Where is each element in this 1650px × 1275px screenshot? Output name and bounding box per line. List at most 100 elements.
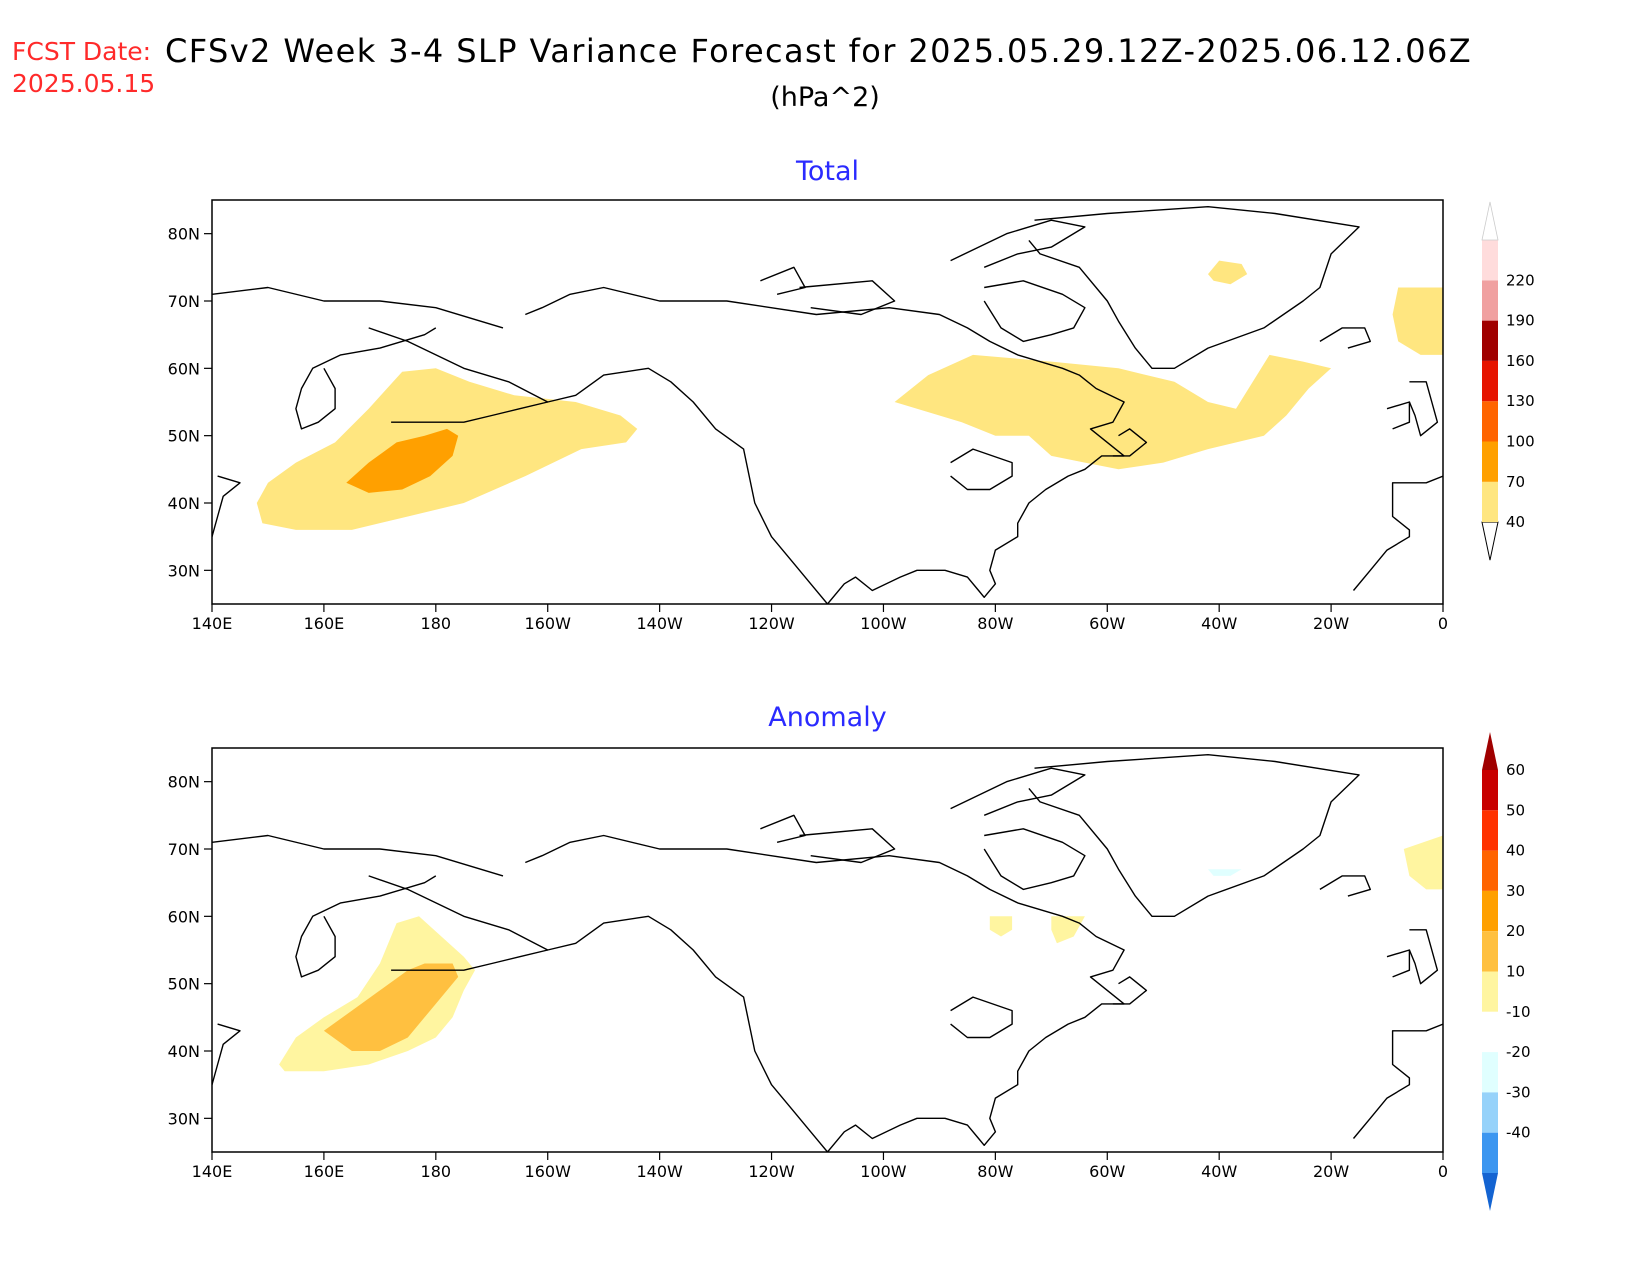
shaded-region-greenland-negative bbox=[1208, 869, 1242, 876]
shaded-region-north-pacific-70-100 bbox=[346, 428, 459, 493]
coastline-north-america bbox=[368, 286, 1125, 604]
coastline-ellesmere-island bbox=[950, 219, 1086, 268]
lon-tick-label: 160W bbox=[525, 1162, 572, 1181]
lon-tick-label: 140W bbox=[636, 614, 683, 633]
lon-tick-label: 60W bbox=[1089, 1162, 1125, 1181]
lat-tick-label: 80N bbox=[168, 225, 200, 244]
colorbar-box bbox=[1482, 240, 1498, 281]
colorbar-box bbox=[1482, 1092, 1498, 1133]
colorbar-label: 40 bbox=[1506, 842, 1525, 860]
colorbar-bottom-arrow bbox=[1482, 1173, 1498, 1211]
coastline-british-isles bbox=[1408, 929, 1439, 985]
shaded-region-hudson-bay-10-20 bbox=[989, 916, 1013, 937]
colorbar-box bbox=[1482, 360, 1498, 402]
coastline-banks-island bbox=[760, 814, 806, 843]
coastline-baffin-island bbox=[983, 828, 1086, 891]
shaded-region-north-pacific-20-30 bbox=[323, 963, 459, 1051]
fcst-date-label: FCST Date: bbox=[12, 37, 152, 66]
coastline-newfoundland bbox=[1112, 976, 1148, 1005]
coastline-victoria-island bbox=[799, 828, 896, 864]
coastline-kamchatka bbox=[295, 875, 437, 978]
colorbar-label: -30 bbox=[1506, 1083, 1531, 1101]
lon-tick-label: 100W bbox=[860, 1162, 907, 1181]
coastline-siberia bbox=[212, 834, 504, 877]
coastline-aleutians bbox=[391, 401, 548, 423]
colorbar-box bbox=[1482, 320, 1498, 361]
colorbar-label: 20 bbox=[1506, 922, 1525, 940]
lon-tick-label: 180 bbox=[421, 1162, 452, 1181]
colorbar-box bbox=[1482, 971, 1498, 1012]
coastline-ellesmere-island bbox=[950, 767, 1086, 816]
colorbar-label: 100 bbox=[1506, 433, 1535, 451]
coastline-ireland bbox=[1386, 949, 1411, 978]
lon-tick-label: 140E bbox=[192, 1162, 233, 1181]
coastline-iberia-africa bbox=[1352, 1023, 1443, 1139]
map-panel-anomaly: Anomaly 80N 70N 60N 50N 40N 30N 140E 160E 180 160W… bbox=[168, 702, 1531, 1211]
colorbar-label: 70 bbox=[1506, 473, 1525, 491]
lon-tick-label: 0 bbox=[1438, 1162, 1448, 1181]
colorbar-label: -10 bbox=[1506, 1003, 1531, 1021]
lat-tick-label: 40N bbox=[168, 494, 200, 513]
lon-tick-label: 120W bbox=[748, 1162, 795, 1181]
lon-tick-label: 100W bbox=[860, 614, 907, 633]
coastline-north-america bbox=[368, 834, 1125, 1152]
lon-tick-label: 20W bbox=[1313, 1162, 1349, 1181]
fcst-date-value: 2025.05.15 bbox=[12, 69, 156, 98]
coastline-aleutians bbox=[391, 949, 548, 971]
coastline-iceland bbox=[1319, 327, 1372, 349]
colorbar-box bbox=[1482, 770, 1498, 811]
lon-tick-label: 40W bbox=[1201, 614, 1237, 633]
lon-tick-label: 120W bbox=[748, 614, 795, 633]
colorbar-box bbox=[1482, 890, 1498, 932]
coastline-great-lakes bbox=[950, 996, 1013, 1039]
coastline-greenland bbox=[1028, 754, 1360, 917]
lat-tick-label: 30N bbox=[168, 561, 200, 580]
colorbar-box bbox=[1482, 441, 1498, 482]
colorbar-box bbox=[1482, 1132, 1498, 1173]
colorbar-top-arrow bbox=[1481, 201, 1499, 241]
coastline-iberia-africa bbox=[1352, 475, 1443, 591]
colorbar-box bbox=[1482, 850, 1498, 891]
colorbar-label: 160 bbox=[1506, 352, 1535, 370]
colorbar-box bbox=[1482, 1011, 1498, 1053]
lat-tick-label: 60N bbox=[168, 907, 200, 926]
colorbar: 60 50 40 30 20 10 -10 -20 -30 -40 bbox=[1482, 732, 1531, 1211]
coastline-banks-island bbox=[760, 266, 806, 295]
lon-tick-label: 80W bbox=[977, 614, 1013, 633]
shaded-region-labrador-10-20 bbox=[1051, 916, 1085, 944]
map-panel-total: Total 80N 70N 60N 50N 40N 30N 140E 160E 180 160W 14… bbox=[168, 156, 1535, 633]
shaded-region-east-atlantic-10-20 bbox=[1403, 835, 1443, 890]
lon-tick-label: 40W bbox=[1201, 1162, 1237, 1181]
lat-tick-label: 70N bbox=[168, 292, 200, 311]
figure-units: (hPa^2) bbox=[770, 82, 880, 113]
colorbar-box bbox=[1482, 931, 1498, 972]
coastline-japan bbox=[212, 1023, 241, 1086]
coastline-iceland bbox=[1319, 875, 1372, 897]
colorbar: 40 70 100 130 160 190 220 bbox=[1481, 201, 1535, 561]
colorbar-label: 50 bbox=[1506, 801, 1525, 819]
colorbar-label: -40 bbox=[1506, 1124, 1531, 1142]
colorbar-label: 190 bbox=[1506, 312, 1535, 330]
coastline-ireland bbox=[1386, 401, 1411, 430]
coastline-newfoundland bbox=[1112, 428, 1148, 457]
lon-tick-label: 140W bbox=[636, 1162, 683, 1181]
lon-tick-label: 20W bbox=[1313, 614, 1349, 633]
lon-tick-label: 180 bbox=[421, 614, 452, 633]
colorbar-label: 130 bbox=[1506, 392, 1535, 410]
lat-tick-label: 40N bbox=[168, 1042, 200, 1061]
colorbar-bottom-arrow bbox=[1481, 521, 1499, 561]
panel-title: Total bbox=[795, 156, 859, 187]
map-area bbox=[212, 754, 1443, 1152]
colorbar-box bbox=[1482, 481, 1498, 523]
shaded-region-hudson-atlantic-40-70 bbox=[894, 354, 1332, 470]
colorbar-label: 30 bbox=[1506, 882, 1525, 900]
lon-tick-label: 0 bbox=[1438, 614, 1448, 633]
lat-tick-label: 60N bbox=[168, 359, 200, 378]
coastline-japan bbox=[212, 475, 241, 538]
panel-title: Anomaly bbox=[768, 702, 886, 733]
coastline-great-lakes bbox=[950, 448, 1013, 491]
figure-title: CFSv2 Week 3-4 SLP Variance Forecast for… bbox=[165, 32, 1473, 70]
lon-tick-label: 160E bbox=[304, 1162, 345, 1181]
shaded-region-east-atlantic-40-70 bbox=[1392, 287, 1443, 355]
